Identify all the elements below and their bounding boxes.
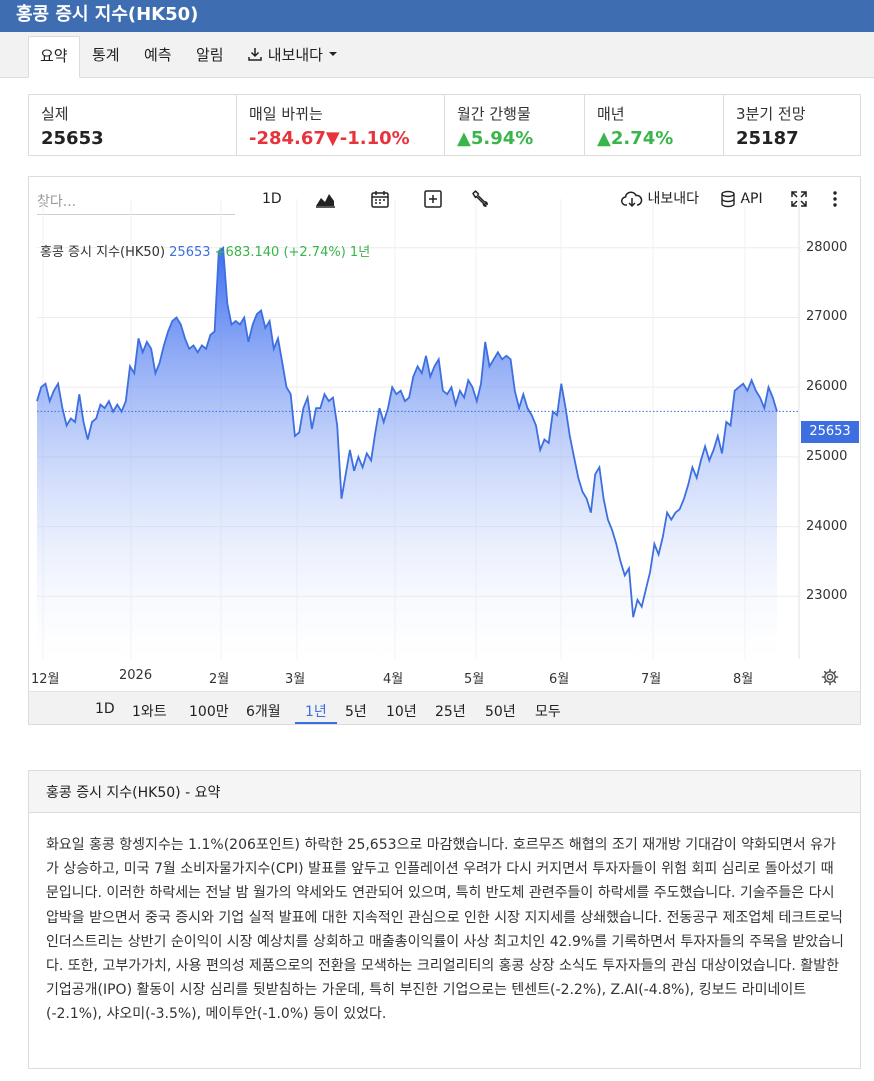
api-button[interactable]: API (720, 187, 763, 211)
area-chart-icon (316, 194, 335, 208)
caret-down-icon (328, 52, 337, 56)
page-title: 홍콩 증시 지수(HK50) (16, 4, 199, 25)
date-range-button[interactable] (370, 187, 390, 211)
x-tick-label: 12월 (31, 672, 60, 687)
summary-title: 홍콩 증시 지수(HK50) - 요약 (46, 785, 221, 801)
stat-monthly-value: ▲5.94% (457, 128, 534, 149)
x-tick-label: 4월 (383, 672, 404, 687)
price-line (36, 246, 778, 618)
chart-panel: 1D 내보내다 API 홍콩 증시 지수(HK50) (28, 176, 861, 725)
price-area (37, 247, 777, 660)
stat-actual-value: 25653 (41, 128, 104, 149)
range-all[interactable]: 모두 (535, 704, 561, 720)
export-chart-button[interactable]: 내보내다 (621, 187, 699, 211)
x-tick-label: 2026 (119, 668, 153, 683)
range-10y[interactable]: 10년 (386, 704, 417, 720)
y-tick-label: 27000 (806, 309, 848, 325)
stat-forecast-label: 3분기 전망 (736, 105, 806, 123)
wrench-icon (472, 190, 488, 207)
x-tick-label: 8월 (733, 672, 754, 687)
stats-row: 실제 25653 매일 바뀌는 -284.67▼-1.10% 월간 간행물 ▲5… (28, 94, 861, 156)
tab-export-label: 내보내다 (267, 46, 323, 64)
range-bar: 1D 1와트 100만 6개월 1년 5년 10년 25년 50년 모두 (29, 691, 860, 724)
summary-panel: 홍콩 증시 지수(HK50) - 요약 화요일 홍콩 항셍지수는 1.1%(20… (28, 770, 861, 1069)
summary-text: 화요일 홍콩 항셍지수는 1.1%(206포인트) 하락한 25,653으로 마… (46, 837, 844, 1023)
y-tick-label: 25000 (806, 448, 848, 464)
stat-forecast-value: 25187 (736, 128, 799, 149)
x-tick-label: 2월 (209, 672, 230, 687)
download-icon (248, 48, 262, 61)
range-1m[interactable]: 100만 (189, 704, 229, 720)
calendar-icon (371, 191, 389, 208)
y-tick-label: 26000 (806, 379, 848, 395)
stat-daily: 매일 바뀌는 -284.67▼-1.10% (237, 95, 445, 155)
stat-forecast: 3분기 전망 25187 (724, 95, 860, 155)
legend-change: +683.140 (+2.74%) (214, 245, 346, 260)
chart-legend: 홍콩 증시 지수(HK50) 25653 +683.140 (+2.74%) 1… (40, 241, 370, 260)
stat-daily-value: -284.67▼-1.10% (249, 128, 410, 149)
interval-button[interactable]: 1D (262, 191, 282, 207)
summary-header: 홍콩 증시 지수(HK50) - 요약 (29, 771, 860, 813)
x-tick-label: 5월 (464, 672, 485, 687)
stat-yearly-value: ▲2.74% (597, 128, 674, 149)
title-bar: 홍콩 증시 지수(HK50) (0, 0, 874, 32)
range-5y[interactable]: 5년 (345, 704, 367, 720)
more-options-button[interactable] (829, 187, 841, 211)
database-icon (721, 190, 735, 208)
plus-box-icon (424, 190, 442, 208)
tabs-bar: 요약 통계 예측 알림 내보내다 (0, 32, 874, 78)
y-tick-label: 28000 (806, 239, 848, 255)
stat-actual-label: 실제 (41, 105, 69, 123)
stat-yearly: 매년 ▲2.74% (585, 95, 724, 155)
expand-icon (791, 191, 807, 207)
legend-name: 홍콩 증시 지수(HK50) (40, 245, 166, 260)
current-price-tag: 25653 (801, 421, 859, 443)
y-tick-label: 23000 (806, 588, 848, 604)
legend-period: 1년 (349, 245, 371, 260)
stat-daily-label: 매일 바뀌는 (249, 105, 323, 123)
stat-yearly-label: 매년 (597, 105, 625, 123)
range-6m[interactable]: 6개월 (246, 704, 281, 720)
x-tick-label: 7월 (641, 672, 662, 687)
fullscreen-button[interactable] (789, 187, 809, 211)
x-tick-label: 6월 (549, 672, 570, 687)
stat-monthly: 월간 간행물 ▲5.94% (445, 95, 585, 155)
kebab-menu-icon (833, 191, 837, 207)
tab-statistics[interactable]: 통계 (92, 46, 120, 64)
range-50y[interactable]: 50년 (485, 704, 516, 720)
search-input[interactable] (37, 189, 235, 215)
range-active-indicator (295, 722, 337, 724)
tab-forecast[interactable]: 예측 (144, 46, 172, 64)
tab-alerts[interactable]: 알림 (196, 46, 224, 64)
cloud-download-icon (621, 191, 643, 208)
range-1y[interactable]: 1년 (305, 704, 327, 720)
chart-settings-button[interactable] (821, 668, 839, 690)
tab-export[interactable]: 내보내다 (247, 36, 338, 78)
api-label: API (740, 191, 763, 207)
stat-actual: 실제 25653 (29, 95, 237, 155)
chart-type-button[interactable] (314, 187, 336, 211)
tab-summary[interactable]: 요약 (28, 36, 80, 78)
legend-price: 25653 (169, 245, 211, 260)
indicators-button[interactable] (470, 187, 490, 211)
y-tick-label: 24000 (806, 518, 848, 534)
range-1w[interactable]: 1와트 (132, 704, 167, 720)
gear-icon (821, 668, 839, 686)
range-1d[interactable]: 1D (95, 701, 115, 717)
export-chart-label: 내보내다 (647, 191, 699, 207)
compare-button[interactable] (423, 187, 443, 211)
price-chart[interactable] (29, 199, 860, 689)
stat-monthly-label: 월간 간행물 (457, 105, 531, 123)
range-25y[interactable]: 25년 (435, 704, 466, 720)
x-tick-label: 3월 (285, 672, 306, 687)
